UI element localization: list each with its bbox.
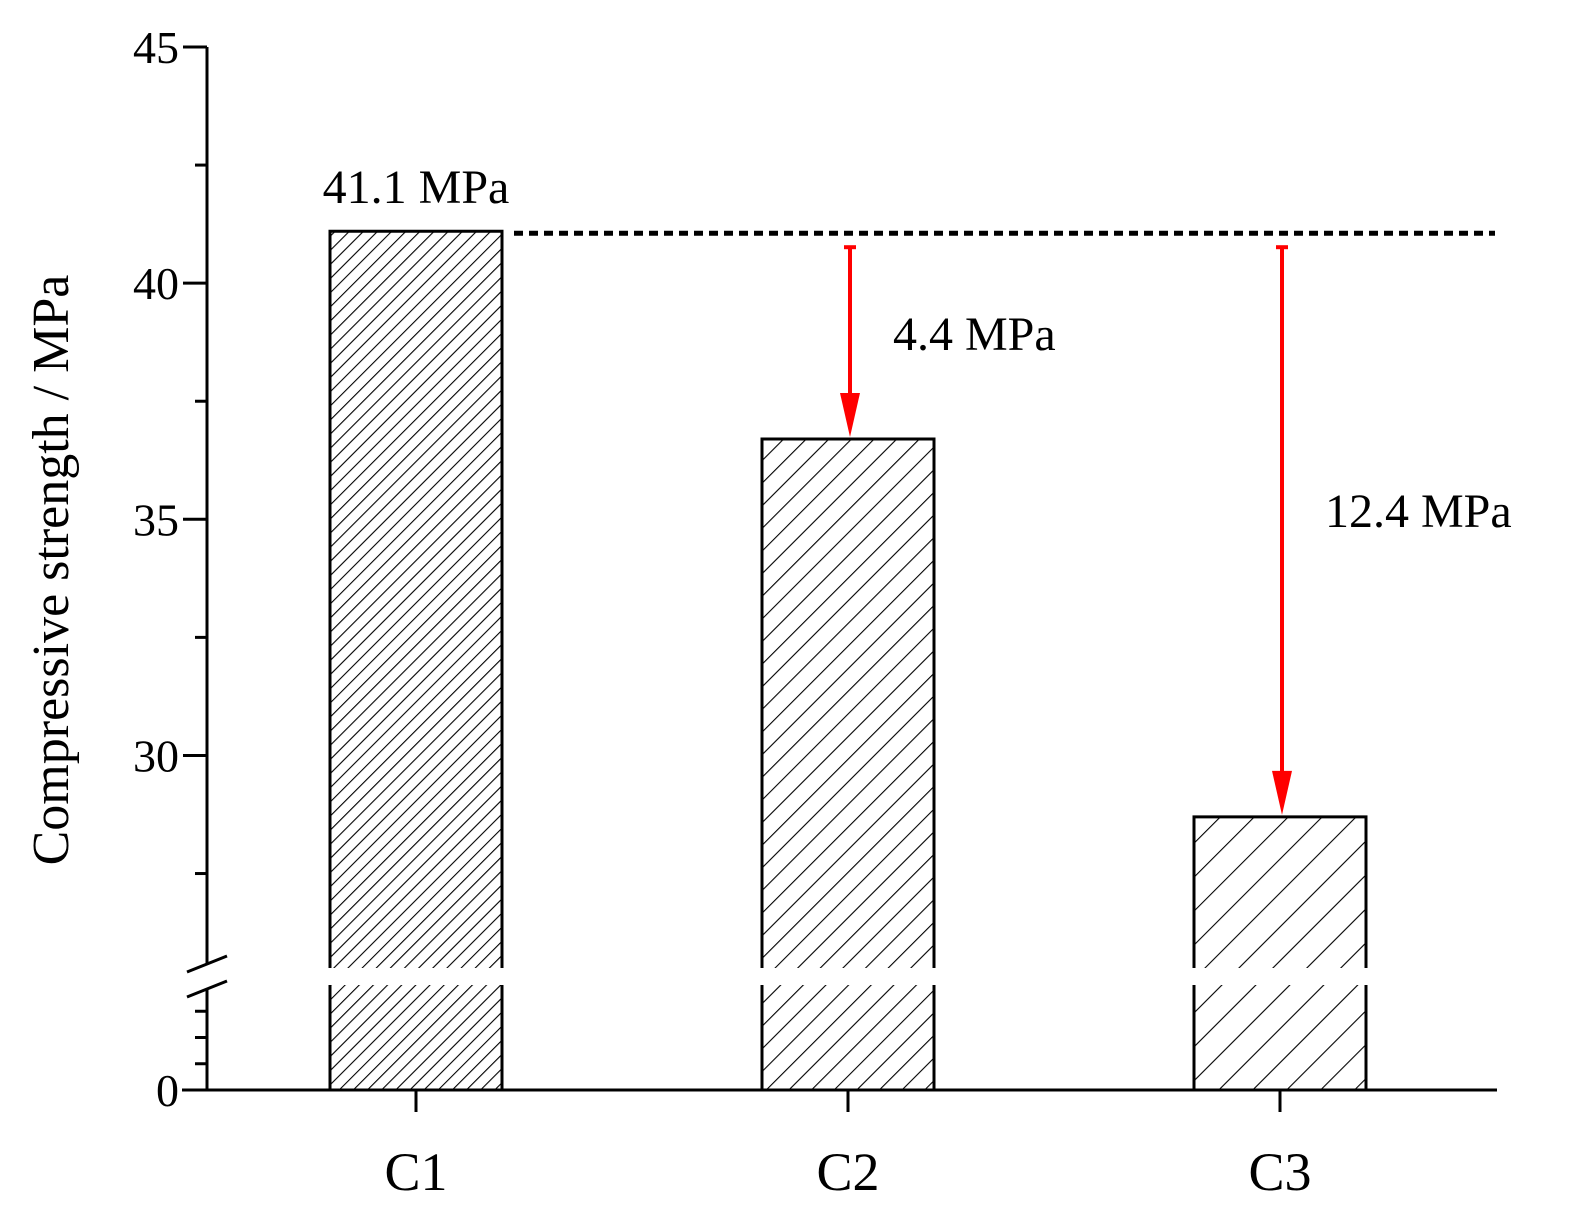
y-tick-label-45: 45 <box>133 22 179 73</box>
annotation-C2: 4.4 MPa <box>893 308 1056 361</box>
y-axis-label: Compressive strength / MPa <box>23 275 80 866</box>
y-tick-label-40: 40 <box>133 258 179 309</box>
bar-C2-lower <box>762 985 934 1090</box>
bar-C1-lower-edge <box>328 985 504 1090</box>
bar-C3-upper-edge <box>1192 815 1368 968</box>
break-mark-2 <box>186 979 228 999</box>
bar-C1-lower <box>330 985 502 1090</box>
bar-C1-upper <box>330 231 502 968</box>
axes: 0 30 35 40 45 C1 C2 C3 <box>133 22 1497 1202</box>
annotation-labels: 41.1 MPa 4.4 MPa 12.4 MPa <box>323 161 1512 538</box>
x-tick-label-C2: C2 <box>816 1142 879 1202</box>
y-ticks: 0 30 35 40 45 <box>133 22 207 1116</box>
bar-C2-lower-edge <box>760 985 936 1090</box>
bar-C2-upper-edge <box>760 437 936 968</box>
axis-break-mark <box>186 954 228 999</box>
annotation-C1: 41.1 MPa <box>323 161 510 214</box>
bar-C3-lower-edge <box>1192 985 1368 1090</box>
arrow-head-C2 <box>840 393 860 438</box>
bar-C3-upper <box>1194 816 1366 968</box>
bar-C2-upper <box>762 439 934 968</box>
break-mark-1 <box>186 954 228 974</box>
difference-arrows <box>840 245 1292 815</box>
y-tick-label-30: 30 <box>133 730 179 781</box>
bars <box>328 229 1368 1090</box>
annotation-C3: 12.4 MPa <box>1325 485 1512 538</box>
x-ticks: C1 C2 C3 <box>384 1090 1312 1202</box>
x-tick-label-C3: C3 <box>1248 1142 1311 1202</box>
bar-C1-upper-edge <box>328 229 504 968</box>
y-tick-label-0: 0 <box>156 1065 179 1116</box>
bar-C3-lower <box>1194 985 1366 1090</box>
x-tick-label-C1: C1 <box>384 1142 447 1202</box>
arrow-head-C3 <box>1272 770 1292 815</box>
y-tick-label-35: 35 <box>133 494 179 545</box>
